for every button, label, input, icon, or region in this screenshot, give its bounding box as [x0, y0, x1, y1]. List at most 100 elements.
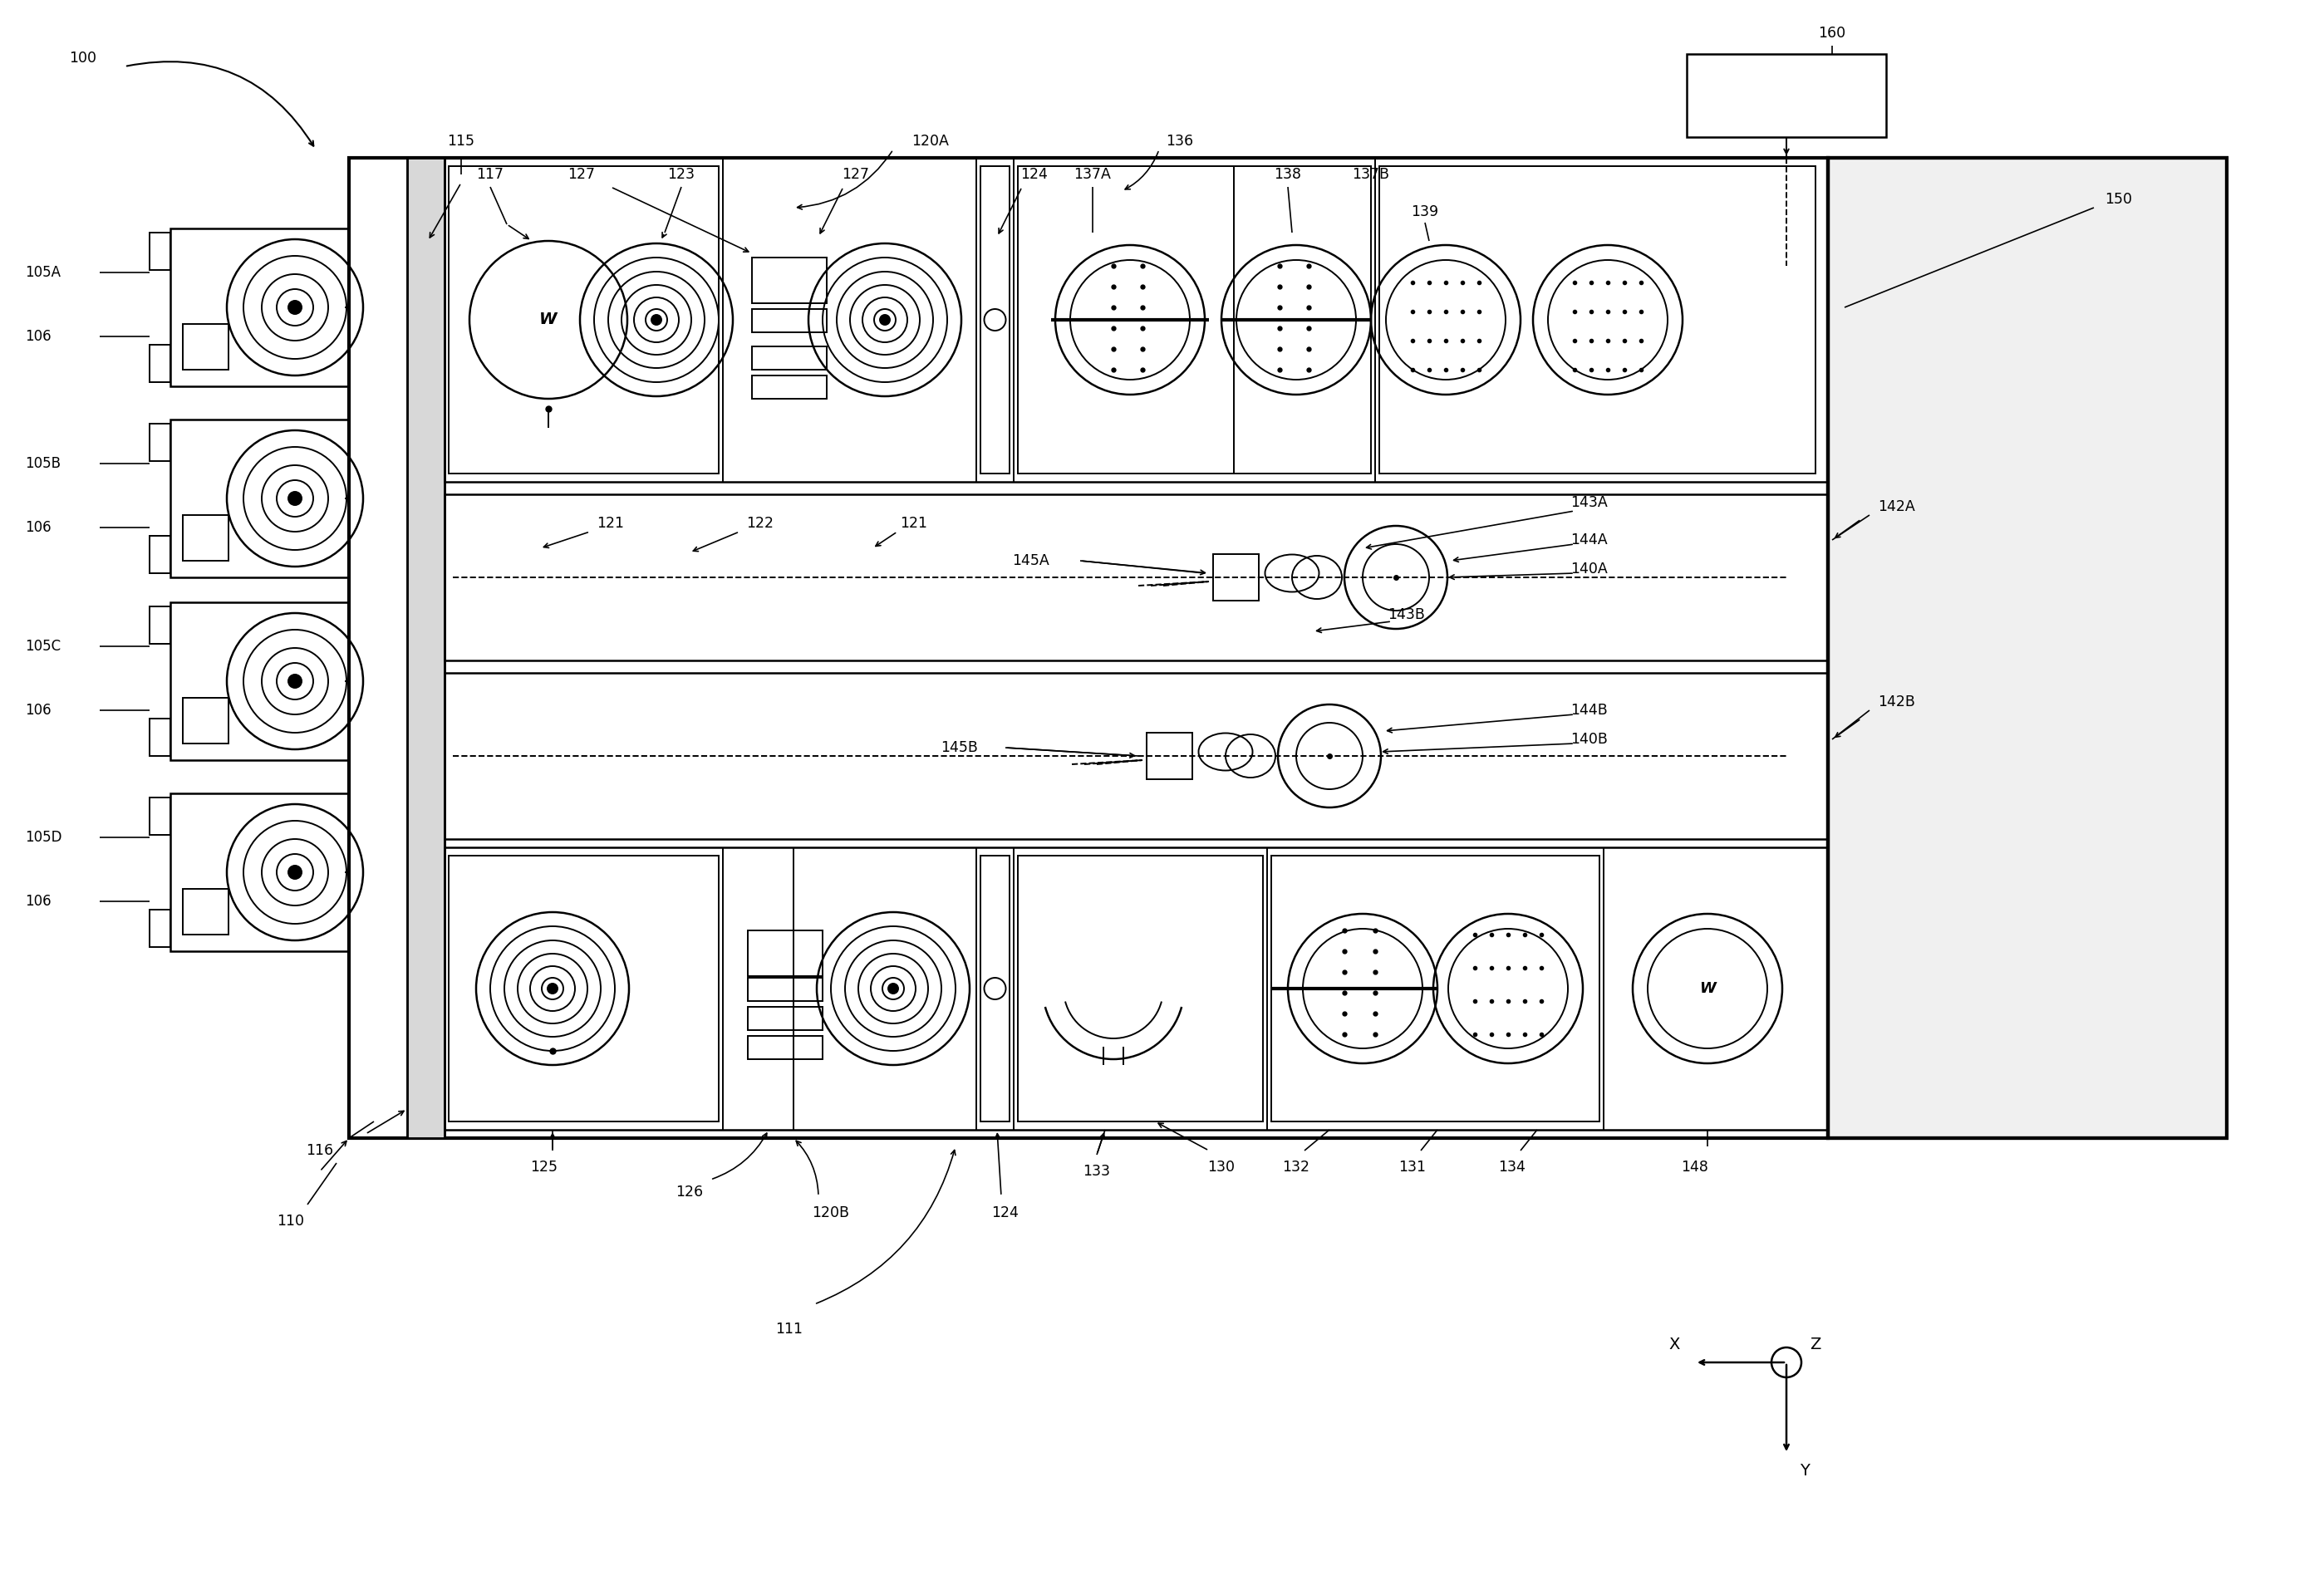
Bar	[748, 1035, 823, 1059]
Bar	[981, 166, 1009, 474]
Bar	[149, 424, 170, 461]
Circle shape	[881, 314, 890, 325]
Circle shape	[288, 301, 302, 314]
Bar	[149, 536, 170, 573]
Bar	[444, 158, 1829, 482]
Bar	[170, 603, 349, 761]
Text: 120B: 120B	[811, 1206, 851, 1220]
Bar	[753, 309, 827, 332]
Text: 140B: 140B	[1571, 732, 1608, 746]
Text: 105A: 105A	[26, 265, 60, 281]
Text: 145B: 145B	[941, 740, 978, 754]
Bar	[753, 346, 827, 370]
Bar	[753, 375, 827, 399]
Bar	[748, 1006, 823, 1030]
Bar	[407, 158, 444, 1139]
Text: 145A: 145A	[1011, 553, 1048, 568]
Bar	[149, 909, 170, 947]
Circle shape	[288, 491, 302, 506]
Text: 117: 117	[476, 167, 504, 182]
Text: 143B: 143B	[1387, 608, 1425, 622]
Text: 110: 110	[277, 1214, 304, 1228]
Text: W: W	[539, 313, 558, 327]
Text: 121: 121	[597, 515, 625, 531]
Circle shape	[888, 984, 897, 994]
Bar	[149, 345, 170, 383]
Text: 105D: 105D	[26, 829, 63, 845]
Text: 124: 124	[992, 1206, 1018, 1220]
Bar	[981, 855, 1009, 1121]
Bar	[1213, 553, 1260, 601]
Text: 144A: 144A	[1571, 533, 1608, 547]
Text: 138: 138	[1274, 167, 1301, 182]
Text: 120A: 120A	[911, 134, 948, 148]
Bar	[444, 494, 1829, 660]
Text: Z: Z	[1810, 1337, 1822, 1353]
Text: 127: 127	[841, 167, 869, 182]
Text: 143A: 143A	[1571, 494, 1608, 510]
Circle shape	[288, 866, 302, 879]
Text: X: X	[1669, 1337, 1680, 1353]
Text: 133: 133	[1083, 1164, 1111, 1179]
Bar	[170, 419, 349, 577]
Bar	[449, 855, 718, 1121]
Text: 134: 134	[1499, 1160, 1527, 1174]
Text: 111: 111	[776, 1322, 804, 1337]
Text: 106: 106	[26, 703, 51, 718]
Bar	[184, 515, 228, 561]
Text: 130: 130	[1208, 1160, 1234, 1174]
Bar	[748, 978, 823, 1002]
Bar	[444, 673, 1829, 839]
Text: 137A: 137A	[1074, 167, 1111, 182]
Bar	[184, 324, 228, 370]
Bar	[449, 166, 718, 474]
Text: 142B: 142B	[1878, 694, 1915, 710]
Text: 144B: 144B	[1571, 703, 1608, 718]
Text: 160: 160	[1817, 26, 1845, 41]
Bar	[184, 699, 228, 743]
Circle shape	[288, 675, 302, 687]
Text: 116: 116	[307, 1144, 335, 1158]
Text: 124: 124	[1020, 167, 1048, 182]
Circle shape	[548, 984, 558, 994]
Text: 137B: 137B	[1353, 167, 1390, 182]
Text: 139: 139	[1411, 204, 1439, 220]
Text: 142A: 142A	[1878, 499, 1915, 514]
Bar	[349, 158, 1829, 1139]
Text: 148: 148	[1680, 1160, 1708, 1174]
Text: 125: 125	[530, 1160, 558, 1174]
Text: Y: Y	[1799, 1463, 1810, 1479]
Bar	[1271, 855, 1599, 1121]
Bar	[149, 606, 170, 644]
Text: 106: 106	[26, 893, 51, 909]
Bar	[184, 888, 228, 935]
Text: 106: 106	[26, 329, 51, 345]
Bar	[753, 257, 827, 303]
Bar	[170, 228, 349, 386]
Bar	[444, 847, 1829, 1129]
Text: 136: 136	[1167, 134, 1195, 148]
Bar	[1687, 54, 1887, 137]
Text: 126: 126	[676, 1185, 704, 1199]
Text: 150: 150	[2106, 191, 2133, 207]
Text: 122: 122	[746, 515, 774, 531]
Text: 105B: 105B	[26, 456, 60, 471]
Bar	[149, 233, 170, 270]
Text: 127: 127	[567, 167, 595, 182]
Bar	[1018, 855, 1262, 1121]
Bar	[1829, 158, 2226, 1139]
Bar	[748, 930, 823, 976]
Text: 123: 123	[667, 167, 695, 182]
Bar	[1018, 166, 1371, 474]
Text: 131: 131	[1399, 1160, 1427, 1174]
Bar	[1829, 158, 2226, 1139]
Bar	[149, 798, 170, 834]
Circle shape	[651, 314, 662, 325]
Bar	[1146, 732, 1192, 780]
Text: 105C: 105C	[26, 640, 60, 654]
Text: 121: 121	[899, 515, 927, 531]
Text: 106: 106	[26, 520, 51, 534]
Text: 132: 132	[1283, 1160, 1311, 1174]
Text: W: W	[1699, 981, 1715, 995]
Bar	[170, 793, 349, 951]
